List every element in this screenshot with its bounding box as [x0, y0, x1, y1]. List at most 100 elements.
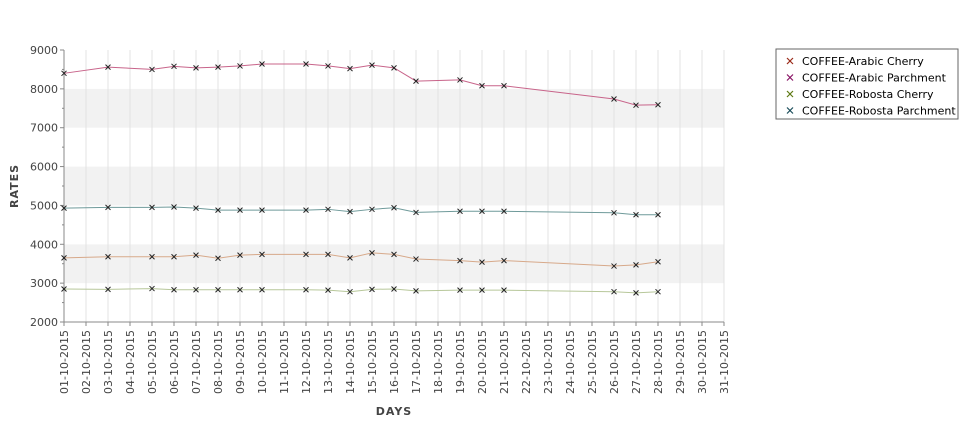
data-point-marker	[611, 263, 617, 269]
data-point-marker	[347, 255, 353, 261]
data-point-marker	[369, 206, 375, 213]
data-point-marker	[149, 253, 155, 260]
x-tick-label: 16-10-2015	[388, 330, 401, 394]
legend-box	[775, 48, 959, 120]
series-line	[63, 288, 659, 294]
data-point-marker	[149, 204, 155, 211]
data-point-marker	[171, 63, 177, 70]
data-point-marker	[61, 70, 67, 77]
data-point-marker	[611, 96, 617, 102]
data-point-marker	[105, 286, 111, 293]
y-tick-label: 2000	[30, 316, 58, 329]
x-tick-label: 04-10-2015	[124, 330, 137, 394]
legend-label: COFFEE-Arabic Cherry	[802, 55, 924, 68]
data-point-marker	[215, 286, 221, 293]
x-tick-label: 23-10-2015	[542, 330, 555, 394]
data-point-marker	[149, 66, 155, 73]
x-tick-label: 01-10-2015	[58, 330, 71, 394]
x-tick-label: 17-10-2015	[410, 330, 423, 394]
data-point-marker	[259, 61, 265, 67]
legend-label: COFFEE-Robosta Parchment	[802, 105, 956, 118]
data-point-marker	[61, 205, 67, 212]
legend-label: COFFEE-Robosta Cherry	[802, 88, 934, 101]
data-point-marker	[655, 211, 661, 218]
legend-item: COFFEE-Robosta Cherry	[786, 88, 934, 101]
series-line	[63, 252, 659, 267]
series-coffee-arabic-parchment	[61, 61, 661, 109]
data-point-marker	[237, 286, 243, 293]
data-point-marker	[479, 259, 485, 266]
data-point-marker	[215, 255, 221, 262]
legend-marker-icon	[786, 57, 794, 65]
data-point-marker	[325, 251, 331, 258]
legend-label: COFFEE-Arabic Parchment	[802, 72, 947, 85]
data-point-marker	[303, 251, 309, 258]
data-point-marker	[259, 251, 265, 258]
data-point-marker	[633, 290, 639, 296]
vertical-gridlines	[63, 50, 725, 322]
x-tick-label: 31-10-2015	[718, 330, 731, 394]
y-tick-label: 6000	[30, 161, 58, 174]
x-tick-label: 21-10-2015	[498, 330, 511, 394]
legend-item: COFFEE-Arabic Cherry	[786, 55, 924, 68]
data-point-marker	[501, 82, 507, 89]
x-tick-label: 18-10-2015	[432, 330, 445, 394]
data-point-marker	[105, 204, 111, 211]
data-point-marker	[391, 204, 397, 211]
data-point-marker	[325, 287, 331, 293]
x-tick-label: 26-10-2015	[608, 330, 621, 394]
x-tick-label: 08-10-2015	[212, 330, 225, 394]
y-tick-label: 9000	[30, 44, 58, 57]
y-tick-label: 5000	[30, 199, 58, 212]
x-tick-label: 20-10-2015	[476, 330, 489, 394]
data-point-marker	[655, 258, 661, 265]
x-tick-label: 09-10-2015	[234, 330, 247, 394]
x-tick-label: 02-10-2015	[80, 330, 93, 394]
data-point-marker	[457, 257, 463, 264]
data-point-marker	[303, 286, 309, 293]
y-axis-label: RATES	[8, 164, 21, 208]
data-point-marker	[61, 286, 67, 292]
legend-marker-icon	[786, 90, 794, 98]
x-tick-label: 27-10-2015	[630, 330, 643, 394]
x-tick-label: 22-10-2015	[520, 330, 533, 394]
data-point-marker	[611, 209, 617, 216]
data-point-marker	[457, 77, 463, 83]
data-point-marker	[391, 286, 397, 292]
data-point-marker	[413, 209, 419, 216]
data-point-marker	[457, 287, 463, 293]
data-point-marker	[193, 252, 199, 259]
data-point-marker	[171, 253, 177, 260]
data-point-marker	[633, 102, 639, 109]
data-point-marker	[61, 255, 67, 261]
x-tick-label: 05-10-2015	[146, 330, 159, 394]
series-coffee-robosta-parchment	[61, 204, 661, 218]
data-point-marker	[171, 286, 177, 293]
data-point-marker	[479, 82, 485, 89]
data-point-marker	[193, 65, 199, 71]
data-point-marker	[633, 262, 639, 268]
data-point-marker	[237, 63, 243, 69]
x-tick-label: 13-10-2015	[322, 330, 335, 394]
data-point-marker	[611, 288, 617, 295]
x-tick-label: 07-10-2015	[190, 330, 203, 394]
data-point-marker	[105, 253, 111, 260]
x-axis-label: DAYS	[376, 405, 412, 418]
data-point-marker	[347, 288, 353, 295]
data-point-marker	[347, 65, 353, 72]
data-point-marker	[303, 61, 309, 67]
data-point-marker	[193, 286, 199, 293]
y-axis-ticks: 2000 3000 4000 5000 6000 7000 8000 9000	[30, 44, 64, 329]
data-point-marker	[655, 101, 661, 108]
data-point-marker	[303, 207, 309, 213]
data-point-marker	[391, 251, 397, 258]
legend-item: COFFEE-Arabic Parchment	[786, 72, 947, 85]
data-point-marker	[325, 63, 331, 69]
x-tick-label: 03-10-2015	[102, 330, 115, 394]
x-tick-label: 24-10-2015	[564, 330, 577, 394]
data-point-marker	[237, 252, 243, 259]
data-point-marker	[325, 206, 331, 213]
series-line	[63, 63, 659, 106]
data-point-marker	[105, 64, 111, 70]
